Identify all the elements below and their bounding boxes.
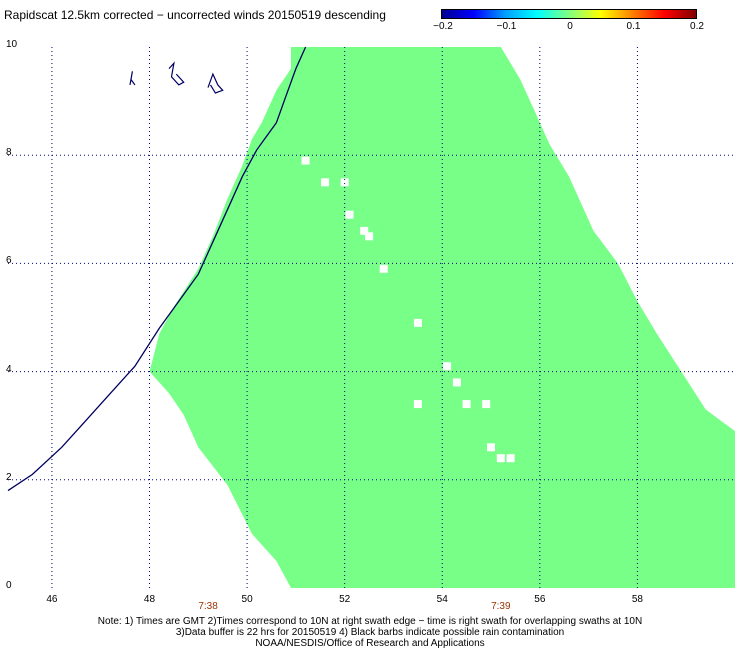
y-tick-label: 8 [6, 147, 12, 159]
colorbar-tick-label: 0 [567, 21, 573, 32]
colorbar-tick-label: −0.1 [496, 21, 517, 32]
colorbar [441, 9, 697, 19]
coastline [7, 46, 307, 492]
island-outline [207, 72, 224, 94]
missing-cell [506, 454, 515, 463]
missing-cell [345, 210, 354, 219]
missing-cell [360, 226, 369, 235]
y-tick-label: 10 [6, 39, 18, 50]
missing-cell [452, 378, 461, 387]
y-tick-label: 6 [6, 255, 12, 267]
x-tick-label: 58 [631, 594, 643, 605]
y-tick-label: 4 [6, 363, 12, 375]
map-title: Rapidscat 12.5km corrected − uncorrected… [4, 8, 386, 22]
missing-cell [487, 443, 495, 452]
note-line-2: 3)Data buffer is 22 hrs for 20150519 4) … [175, 627, 565, 638]
y-tick-label: 0 [6, 580, 12, 591]
x-tick-label: 48 [143, 594, 156, 605]
missing-cell [413, 318, 422, 327]
island-outline [129, 71, 136, 86]
missing-cell [413, 400, 422, 409]
colorbar-tick-label: −0.2 [433, 21, 453, 32]
missing-cell [301, 156, 310, 165]
colorbar-tick-label: 0.2 [690, 21, 704, 32]
time-label: 7:38 [198, 601, 218, 612]
x-tick-label: 46 [46, 594, 58, 605]
x-tick-label: 52 [339, 594, 351, 605]
missing-cell [321, 178, 330, 187]
swath-area [149, 47, 735, 588]
y-tick-label: 2 [6, 471, 12, 483]
colorbar-tick-label: 0.1 [626, 21, 641, 32]
missing-cell [462, 400, 471, 409]
island-outline [168, 61, 185, 86]
missing-cell [482, 400, 491, 409]
x-tick-label: 50 [241, 594, 253, 605]
time-label: 7:39 [491, 601, 511, 612]
x-tick-label: 54 [436, 594, 448, 605]
missing-cell [379, 264, 388, 273]
note-line-1: Note: 1) Times are GMT 2)Times correspon… [97, 616, 643, 627]
missing-cell [496, 454, 505, 463]
missing-cell [365, 232, 374, 241]
x-tick-label: 56 [534, 594, 546, 605]
missing-cell [443, 362, 452, 371]
note-line-3: NOAA/NESDIS/Office of Research and Appli… [255, 638, 485, 649]
missing-cell [340, 178, 349, 187]
